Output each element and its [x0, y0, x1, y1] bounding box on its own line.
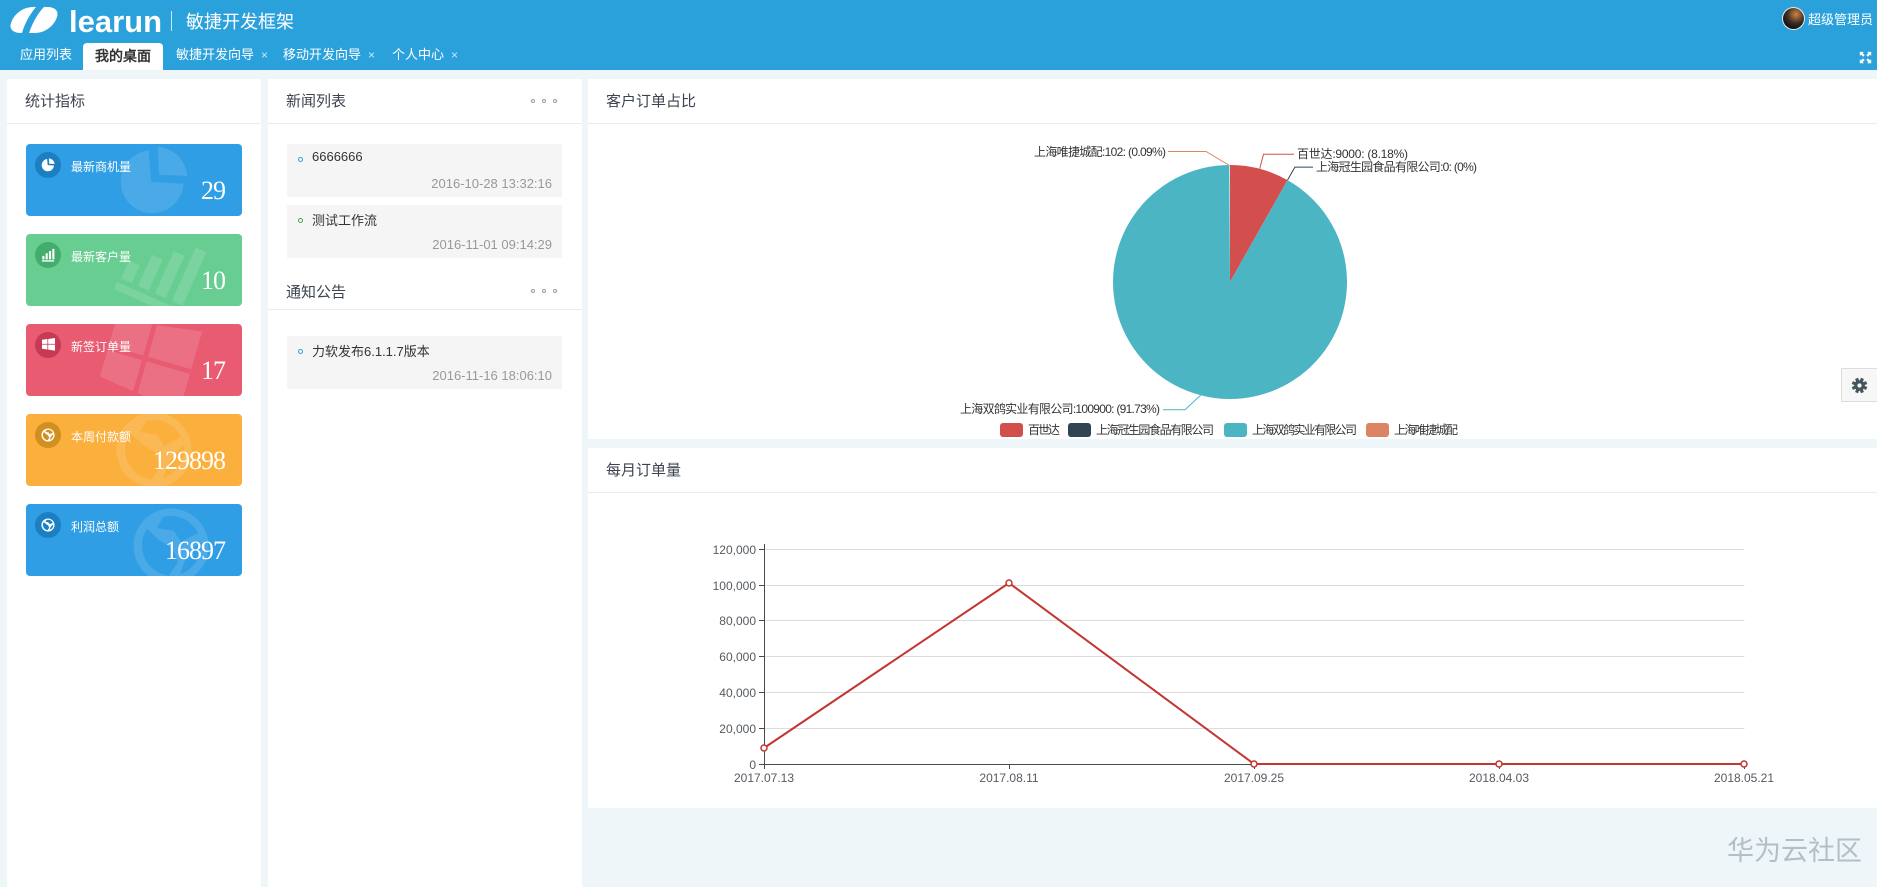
- svg-text:上海冠生园食品有限公司: 上海冠生园食品有限公司: [1096, 422, 1214, 437]
- svg-text:2018.04.03: 2018.04.03: [1469, 771, 1529, 785]
- svg-text:上海唯捷城配: 上海唯捷城配: [1394, 422, 1458, 437]
- svg-text:2017.09.25: 2017.09.25: [1224, 771, 1284, 785]
- svg-text:上海双鸽实业有限公司: 上海双鸽实业有限公司: [1252, 422, 1357, 437]
- svg-text:100,000: 100,000: [713, 579, 757, 593]
- svg-text:60,000: 60,000: [719, 650, 756, 664]
- svg-text:0: 0: [749, 758, 756, 772]
- svg-text:2017.07.13: 2017.07.13: [734, 771, 794, 785]
- svg-text:2018.05.21: 2018.05.21: [1714, 771, 1774, 785]
- svg-text:百世达:9000: (8.18%): 百世达:9000: (8.18%): [1297, 147, 1408, 161]
- svg-text:20,000: 20,000: [719, 722, 756, 736]
- svg-text:上海唯捷城配:102: (0.09%): 上海唯捷城配:102: (0.09%): [1034, 144, 1166, 159]
- svg-text:120,000: 120,000: [713, 543, 757, 557]
- svg-text:上海双鸽实业有限公司:100900: (91.73%): 上海双鸽实业有限公司:100900: (91.73%): [960, 401, 1160, 416]
- svg-text:百世达: 百世达: [1028, 423, 1060, 437]
- svg-text:2017.08.11: 2017.08.11: [979, 771, 1038, 785]
- svg-text:40,000: 40,000: [719, 686, 756, 700]
- svg-text:上海冠生园食品有限公司:0: (0%): 上海冠生园食品有限公司:0: (0%): [1316, 159, 1477, 174]
- svg-text:80,000: 80,000: [719, 614, 756, 628]
